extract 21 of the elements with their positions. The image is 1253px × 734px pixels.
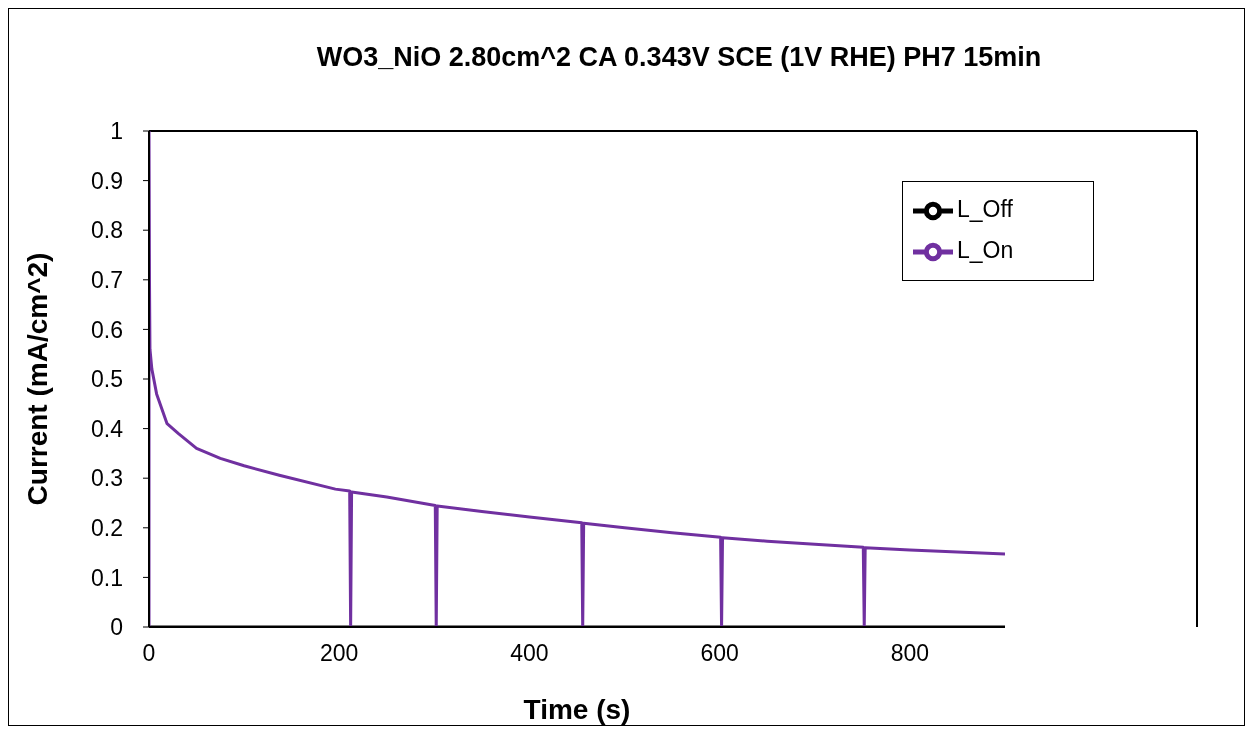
- y-axis-title: Current (mA/cm^2): [21, 252, 53, 506]
- x-tick-label: 600: [700, 640, 739, 667]
- x-tick-label: 200: [320, 640, 359, 667]
- y-tick-label: 0.4: [91, 415, 124, 442]
- x-axis-title: Time (s): [523, 694, 631, 725]
- y-tick-label: 0.8: [91, 217, 123, 244]
- y-tick-label: 0.2: [91, 514, 123, 541]
- x-tick-label: 800: [890, 640, 930, 667]
- chart-title: WO3_NiO 2.80cm^2 CA 0.343V SCE (1V RHE) PH7 15min: [315, 41, 1043, 74]
- x-tick-label: 0: [142, 640, 156, 667]
- legend-label: L_Off: [957, 196, 1013, 222]
- legend-label: L_On: [957, 236, 1014, 263]
- y-tick-label: 0.1: [91, 564, 123, 591]
- y-tick-label: 0.5: [91, 366, 123, 393]
- y-tick-label: 0.9: [91, 167, 123, 194]
- y-tick-label: 0.6: [91, 316, 123, 343]
- y-tick-label: 0.7: [91, 266, 123, 293]
- y-tick-label: 0: [110, 614, 123, 641]
- y-tick-label: 0.3: [91, 465, 123, 492]
- y-tick-label: 1: [110, 118, 123, 145]
- x-tick-label: 400: [510, 640, 549, 667]
